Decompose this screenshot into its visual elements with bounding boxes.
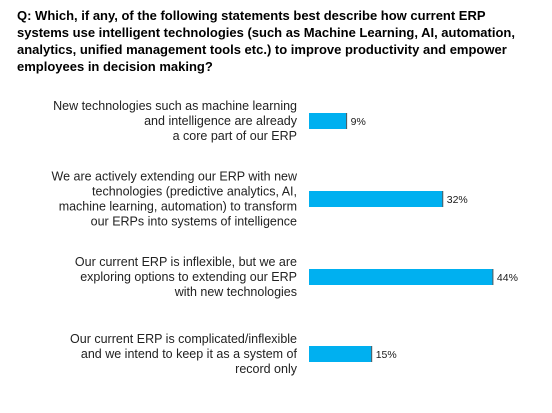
data-label: 15% (376, 349, 397, 361)
category-label-line: machine learning, automation) to transfo… (59, 200, 297, 214)
bar (309, 269, 493, 285)
category-label: New technologies such as machine learnin… (53, 99, 298, 143)
bar (309, 113, 347, 129)
category-label-line: and intelligence are already (144, 114, 298, 128)
category-label-line: exploring options to extending our ERP (80, 270, 297, 284)
category-label-line: New technologies such as machine learnin… (53, 99, 297, 113)
category-label-line: and we intend to keep it as a system of (81, 347, 298, 361)
category-label-line: Our current ERP is inflexible, but we ar… (75, 255, 297, 269)
category-label-line: We are actively extending our ERP with n… (52, 170, 298, 184)
bar (309, 191, 443, 207)
category-label-line: record only (235, 362, 298, 376)
data-label: 44% (497, 272, 518, 284)
chart-title: Q: Which, if any, of the following state… (17, 8, 515, 74)
data-label: 9% (351, 116, 366, 128)
category-label: Our current ERP is complicated/inflexibl… (70, 332, 298, 376)
category-label-line: technologies (predictive analytics, AI, (92, 185, 297, 199)
category-label-line: a core part of our ERP (173, 129, 297, 143)
category-label-line: with new technologies (174, 285, 297, 299)
category-label-line: our ERPs into systems of intelligence (91, 215, 297, 229)
category-label: We are actively extending our ERP with n… (52, 170, 298, 229)
bar (309, 346, 372, 362)
data-label: 32% (447, 194, 468, 206)
category-label: Our current ERP is inflexible, but we ar… (75, 255, 297, 299)
category-label-line: Our current ERP is complicated/inflexibl… (70, 332, 297, 346)
